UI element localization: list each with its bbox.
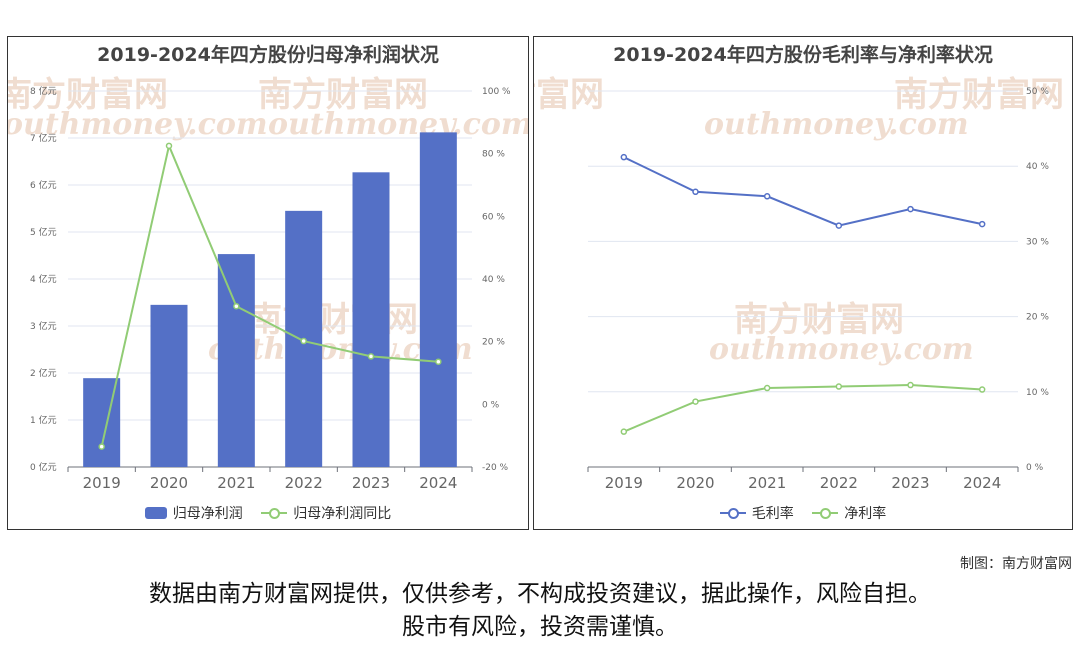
line-gross-margin (623, 156, 983, 227)
x-tick-label: 2023 (352, 474, 390, 492)
margin-chart-panel: 南方财富网 outhmoney.com 南方财富网 南方财富网 outhmone… (533, 36, 1073, 530)
y-right-tick-label: 60 % (482, 212, 505, 222)
disclaimer: 数据由南方财富网提供，仅供参考，不构成投资建议，据此操作，风险自担。 股市有风险… (0, 578, 1080, 644)
legend-bar-swatch (144, 507, 167, 519)
legend-line-swatch (261, 507, 288, 519)
point-net-profit-yoy (233, 303, 240, 310)
point-gross-margin (692, 188, 699, 196)
point-gross-margin (907, 205, 914, 213)
legend-line-swatch (719, 507, 746, 519)
x-tick-label: 2021 (217, 474, 255, 492)
x-tick-label: 2022 (820, 474, 858, 492)
point-net-margin (692, 398, 699, 405)
x-tick-label: 2020 (150, 474, 188, 492)
bar-net-profit (150, 304, 188, 467)
legend-label: 毛利率 (751, 506, 794, 522)
y-right-tick-label: -20 % (482, 463, 509, 473)
chart-legend: 归母净利润 归母净利润同比 (8, 503, 528, 523)
y-left-tick-label: 7 亿元 (30, 132, 57, 144)
x-tick-label: 2023 (891, 474, 929, 492)
y-right-tick-label: 40 % (1026, 162, 1049, 172)
chart-credit: 制图：南方财富网 (960, 556, 1072, 572)
point-net-profit-yoy (300, 337, 307, 345)
y-left-tick-label: 0 亿元 (30, 461, 57, 473)
disclaimer-line: 股市有风险，投资需谨慎。 (402, 614, 678, 640)
x-tick-label: 2022 (285, 474, 323, 492)
y-left-tick-label: 5 亿元 (30, 226, 57, 238)
y-right-tick-label: 20 % (482, 338, 505, 348)
net-profit-chart: 0 亿元 1 亿元 2 亿元 3 亿元 4 亿元 5 亿元 6 亿元 7 亿元 8 亿元 -20 … (30, 85, 511, 492)
y-right-tick-label: 10 % (1026, 388, 1049, 398)
point-net-margin (835, 383, 843, 390)
legend-item-net-margin[interactable]: 净利率 (812, 503, 886, 523)
legend-item-net-profit-yoy[interactable]: 归母净利润同比 (261, 503, 391, 523)
disclaimer-line: 数据由南方财富网提供，仅供参考，不构成投资建议，据此操作，风险自担。 (149, 581, 931, 607)
line-net-profit-yoy (100, 142, 439, 447)
line-net-margin (623, 384, 983, 433)
x-tick-label: 2024 (419, 474, 457, 492)
y-right-tick-label: 0 % (1026, 463, 1044, 473)
y-right-tick-label: 50 % (1026, 87, 1049, 97)
x-tick-label: 2019 (605, 474, 643, 492)
y-right-tick-label: 40 % (482, 275, 505, 285)
point-net-margin (620, 428, 628, 435)
y-right-tick-label: 0 % (482, 400, 500, 410)
legend-label: 归母净利润 (172, 506, 243, 522)
y-right-tick-label: 80 % (482, 150, 505, 160)
legend-label: 净利率 (844, 506, 887, 522)
point-net-margin (978, 386, 986, 393)
point-net-profit-yoy (367, 353, 375, 360)
bar-net-profit (217, 254, 255, 467)
chart-legend: 毛利率 净利率 (534, 503, 1072, 523)
point-gross-margin (835, 222, 843, 229)
point-net-margin (763, 384, 771, 392)
point-net-profit-yoy (435, 358, 442, 365)
chart-title: 2019-2024年四方股份归母净利润状况 (97, 44, 439, 66)
point-gross-margin (620, 153, 628, 161)
point-gross-margin (763, 193, 771, 200)
y-left-tick-label: 4 亿元 (30, 273, 57, 285)
chart-title: 2019-2024年四方股份毛利率与净利率状况 (613, 44, 993, 66)
point-net-profit-yoy (98, 443, 105, 450)
y-left-tick-label: 6 亿元 (30, 179, 57, 191)
legend-item-gross-margin[interactable]: 毛利率 (719, 503, 794, 523)
legend-item-net-profit[interactable]: 归母净利润 (144, 503, 243, 523)
y-right-tick-label: 20 % (1026, 313, 1049, 323)
point-net-margin (907, 381, 914, 389)
bar-net-profit (352, 172, 390, 467)
y-right-tick-label: 100 % (482, 87, 511, 97)
x-tick-label: 2019 (83, 474, 121, 492)
y-left-tick-label: 2 亿元 (30, 367, 57, 379)
y-left-tick-label: 8 亿元 (30, 85, 57, 97)
net-profit-chart-panel: 南方财富网 outhmoney.com 南方财富网 outhmoney.com … (7, 36, 529, 530)
y-right-tick-label: 30 % (1026, 237, 1049, 247)
bar-net-profit (419, 132, 457, 468)
legend-line-swatch (812, 507, 839, 519)
point-net-profit-yoy (165, 142, 173, 150)
point-gross-margin (978, 220, 986, 228)
y-left-tick-label: 3 亿元 (30, 320, 57, 332)
margin-chart: 0 % 10 % 20 % 30 % 40 % 50 % 2019 2020 2021 2022 2… (587, 87, 1049, 492)
y-left-tick-label: 1 亿元 (30, 414, 57, 426)
x-tick-label: 2024 (963, 474, 1001, 492)
legend-label: 归母净利润同比 (293, 506, 392, 522)
x-tick-label: 2020 (676, 474, 714, 492)
x-tick-label: 2021 (748, 474, 786, 492)
